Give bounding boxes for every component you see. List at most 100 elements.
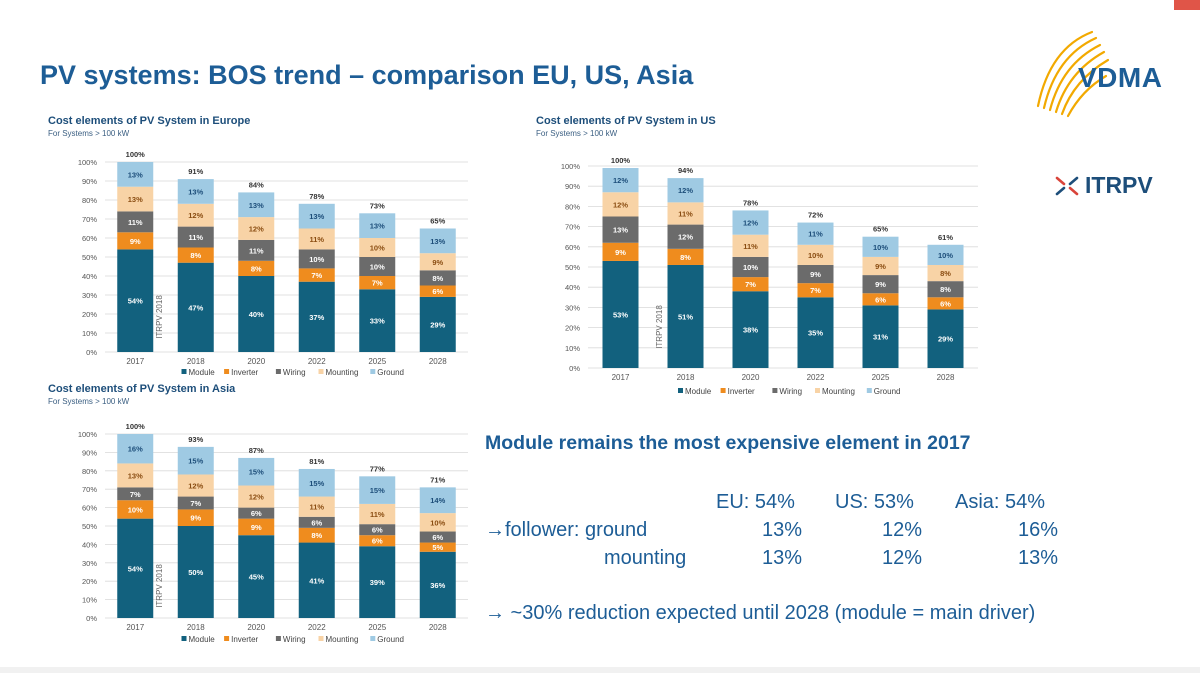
bar-segment-module: [359, 546, 396, 618]
bar-segment-mounting: [419, 253, 456, 271]
y-tick-label: 0%: [569, 364, 580, 373]
bar-segment-inverter: [117, 500, 154, 519]
data-label-mounting: 10%: [370, 244, 385, 253]
y-tick-label: 60%: [82, 504, 97, 513]
data-label-module: 33%: [370, 317, 385, 326]
data-label-module: 35%: [808, 329, 823, 338]
corner-tab[interactable]: [1174, 0, 1200, 10]
chart-svg-eu: Cost elements of PV System in Europe For …: [48, 115, 468, 377]
bar-segment-ground: [732, 210, 769, 235]
chart-asia: Cost elements of PV System in Asia For Sy…: [40, 380, 480, 650]
data-label-ground: 15%: [370, 486, 385, 495]
y-tick-label: 90%: [565, 182, 580, 191]
bar-segment-inverter: [602, 242, 639, 261]
bar-segment-inverter: [298, 268, 335, 282]
data-label-inverter: 7%: [372, 279, 383, 288]
data-label-wiring: 9%: [875, 280, 886, 289]
bar-segment-mounting: [359, 503, 396, 525]
data-label-ground: 13%: [370, 222, 385, 231]
data-label-inverter: 8%: [311, 531, 322, 540]
data-label-module: 39%: [370, 578, 385, 587]
summary-mounting-label: mounting: [604, 547, 687, 569]
bar-segment-module: [732, 291, 769, 368]
y-tick-label: 80%: [82, 196, 97, 205]
bar-segment-mounting: [732, 234, 769, 257]
y-tick-label: 50%: [565, 263, 580, 272]
y-tick-label: 20%: [565, 324, 580, 333]
summary-us-header: US: 53%: [835, 491, 914, 513]
summary-heading: Module remains the most expensive elemen…: [485, 432, 971, 454]
total-label: 61%: [938, 233, 953, 242]
bar-segment-ground: [862, 236, 899, 257]
bar-segment-inverter: [797, 283, 834, 298]
y-tick-label: 80%: [565, 202, 580, 211]
data-label-wiring: 13%: [613, 226, 628, 235]
data-label-wiring: 6%: [372, 526, 383, 535]
chart-title: Cost elements of PV System in US: [536, 115, 716, 127]
legend-label-wiring: Wiring: [779, 387, 802, 396]
bar-segment-mounting: [419, 513, 456, 532]
bar-segment-wiring: [177, 226, 214, 248]
chart-svg-asia: Cost elements of PV System in Asia For Sy…: [48, 383, 468, 644]
data-label-mounting: 13%: [128, 471, 143, 480]
total-label: 100%: [126, 150, 146, 159]
bar-segment-ground: [177, 179, 214, 204]
bar-segment-inverter: [298, 527, 335, 543]
bar-segment-module: [359, 289, 396, 352]
bar-segment-module: [862, 305, 899, 368]
chart-subtitle: For Systems > 100 kW: [48, 397, 130, 406]
bar-segment-ground: [359, 476, 396, 504]
bar-segment-ground: [117, 434, 154, 464]
total-label: 84%: [249, 180, 264, 189]
bar-segment-module: [177, 526, 214, 618]
itrpv-vertical-label: ITRPV 2018: [155, 295, 164, 339]
data-label-module: 31%: [873, 333, 888, 342]
legend-swatch-wiring: [772, 388, 778, 393]
chart-title: Cost elements of PV System in Europe: [48, 115, 250, 127]
data-label-inverter: 7%: [311, 271, 322, 280]
total-label: 94%: [678, 166, 693, 175]
summary-mounting-us: 12%: [882, 547, 923, 569]
footer-bar: [0, 667, 1200, 673]
legend-swatch-inverter: [224, 636, 230, 641]
total-label: 65%: [430, 217, 445, 226]
data-label-mounting: 11%: [743, 242, 758, 251]
data-label-wiring: 10%: [370, 263, 385, 272]
data-label-wiring: 11%: [249, 246, 264, 255]
chart-svg-us: Cost elements of PV System in US For Syst…: [536, 115, 978, 396]
legend-label-ground: Ground: [377, 368, 404, 377]
data-label-inverter: 9%: [251, 523, 262, 532]
bar-segment-inverter: [177, 247, 214, 263]
data-label-module: 36%: [430, 581, 445, 590]
data-label-mounting: 11%: [678, 209, 693, 218]
data-label-module: 38%: [743, 326, 758, 335]
x-tick-label: 2017: [612, 373, 630, 382]
x-tick-label: 2022: [807, 373, 825, 382]
chart-us: Cost elements of PV System in US For Syst…: [528, 112, 988, 402]
legend-swatch-ground: [370, 636, 376, 641]
data-label-mounting: 12%: [188, 482, 203, 491]
x-tick-label: 2028: [429, 623, 447, 632]
data-label-module: 29%: [430, 320, 445, 329]
data-label-inverter: 7%: [810, 286, 821, 295]
legend-swatch-ground: [866, 388, 872, 393]
bar-segment-mounting: [117, 463, 154, 488]
bar-segment-wiring: [238, 507, 275, 519]
legend-swatch-wiring: [275, 369, 281, 374]
y-tick-label: 30%: [82, 559, 97, 568]
legend-label-ground: Ground: [874, 387, 901, 396]
total-label: 72%: [808, 211, 823, 220]
bar-segment-module: [419, 296, 456, 352]
total-label: 78%: [743, 198, 758, 207]
data-label-ground: 15%: [188, 457, 203, 466]
data-label-mounting: 11%: [370, 510, 385, 519]
total-label: 100%: [126, 422, 146, 431]
data-label-mounting: 8%: [940, 269, 951, 278]
y-tick-label: 40%: [565, 283, 580, 292]
data-label-wiring: 6%: [311, 518, 322, 527]
bar-segment-wiring: [797, 264, 834, 284]
bar-segment-wiring: [359, 257, 396, 276]
bar-segment-wiring: [862, 275, 899, 294]
y-tick-label: 90%: [82, 177, 97, 186]
data-label-wiring: 7%: [130, 490, 141, 499]
